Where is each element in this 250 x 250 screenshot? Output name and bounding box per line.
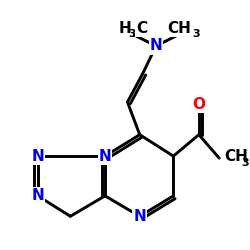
Text: 3: 3 (242, 158, 249, 168)
Text: N: N (31, 148, 44, 164)
Text: O: O (192, 96, 205, 112)
Text: N: N (150, 38, 162, 54)
Text: N: N (133, 209, 146, 224)
Text: CH: CH (224, 148, 248, 164)
Text: CH: CH (168, 21, 192, 36)
Text: 3: 3 (192, 29, 200, 39)
Text: N: N (31, 188, 44, 203)
Text: N: N (99, 148, 112, 164)
Text: 3: 3 (129, 29, 136, 39)
Text: H: H (119, 21, 132, 36)
Text: C: C (136, 21, 147, 36)
